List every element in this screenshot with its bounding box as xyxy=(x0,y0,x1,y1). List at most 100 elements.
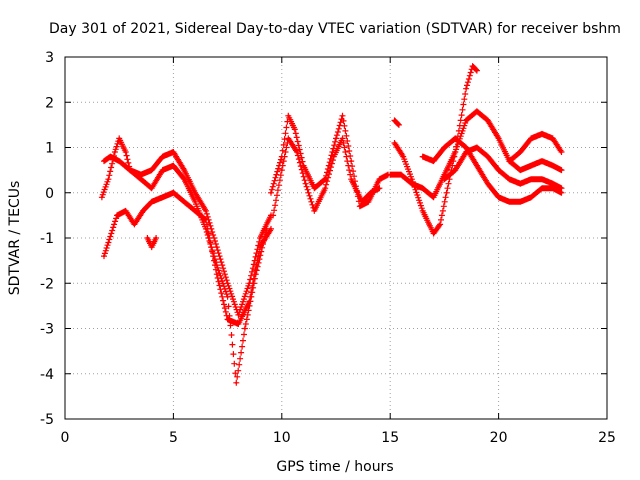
data-point xyxy=(226,282,229,285)
data-point xyxy=(399,173,403,176)
data-point xyxy=(172,150,175,154)
data-point xyxy=(432,159,435,163)
data-point xyxy=(237,313,240,317)
data-point xyxy=(540,159,544,163)
x-tick-label: 0 xyxy=(61,430,70,446)
series-arc-3b xyxy=(144,235,160,251)
data-point xyxy=(393,141,396,145)
data-point xyxy=(378,177,381,181)
data-point xyxy=(443,146,446,149)
x-tick-label: 20 xyxy=(490,430,508,446)
data-point xyxy=(508,177,511,181)
data-point xyxy=(161,196,164,199)
data-point xyxy=(551,182,554,185)
data-point xyxy=(508,159,511,163)
data-point xyxy=(313,209,316,213)
series-arc-10 xyxy=(441,144,565,192)
data-point xyxy=(193,200,197,203)
data-point xyxy=(560,168,563,172)
marker-trace xyxy=(419,135,565,205)
data-point xyxy=(183,177,186,181)
data-point xyxy=(560,150,563,154)
data-point xyxy=(128,168,132,172)
marker-trace xyxy=(391,117,402,128)
data-point xyxy=(497,196,500,199)
data-point xyxy=(367,200,370,203)
data-point xyxy=(410,182,414,185)
y-axis-label: SDTVAR / TECUs xyxy=(7,181,23,296)
data-point xyxy=(486,155,489,158)
data-point xyxy=(172,164,175,167)
y-tick-label: 1 xyxy=(45,141,54,157)
series-arc-6 xyxy=(391,117,402,128)
data-point xyxy=(269,191,273,194)
data-point xyxy=(271,214,275,217)
data-point xyxy=(421,155,424,158)
data-point xyxy=(560,187,563,190)
data-point xyxy=(551,164,554,167)
y-tick-label: 2 xyxy=(45,95,54,111)
data-point xyxy=(237,322,240,326)
y-tick-label: 3 xyxy=(45,50,54,66)
grid xyxy=(65,57,607,419)
data-point xyxy=(454,168,457,172)
data-point xyxy=(161,168,164,172)
data-point xyxy=(139,177,143,181)
data-point xyxy=(183,200,186,203)
data-point xyxy=(341,114,344,118)
data-point xyxy=(258,245,262,249)
data-point xyxy=(150,187,153,190)
data-point xyxy=(226,295,229,299)
data-point xyxy=(464,119,468,122)
data-point xyxy=(193,191,197,194)
data-point xyxy=(287,137,290,140)
data-point xyxy=(107,241,110,244)
data-point xyxy=(124,150,127,154)
data-point xyxy=(248,282,251,285)
y-tick-label: -4 xyxy=(40,367,54,383)
marker-trace xyxy=(387,108,565,201)
data-point xyxy=(421,187,424,190)
series-arc-5 xyxy=(270,135,383,219)
data-point xyxy=(551,187,554,190)
series-arc-3 xyxy=(101,189,274,327)
data-point xyxy=(432,232,435,235)
data-point xyxy=(293,128,297,131)
data-point xyxy=(497,168,500,172)
data-point xyxy=(146,236,149,240)
y-tick-label: -5 xyxy=(40,412,54,428)
data-point xyxy=(150,168,153,172)
data-point xyxy=(124,209,127,213)
data-point xyxy=(349,159,353,163)
data-point xyxy=(497,137,500,140)
data-point xyxy=(349,177,353,181)
data-point xyxy=(464,146,468,149)
data-point xyxy=(150,245,153,249)
data-point xyxy=(443,173,446,176)
data-point xyxy=(551,137,554,140)
y-tick-label: -2 xyxy=(40,276,54,292)
series-arc-8 xyxy=(387,108,565,201)
data-point xyxy=(445,191,448,194)
axis-ticks: 0 5 10 15 20 25 -5 -4 -3 -2 -1 0 1 2 3 xyxy=(40,50,616,446)
data-point xyxy=(389,173,392,176)
data-point xyxy=(464,87,468,90)
data-point xyxy=(265,227,268,231)
data-point xyxy=(269,227,273,231)
data-point xyxy=(402,155,405,158)
data-point xyxy=(109,155,112,158)
data-point xyxy=(304,182,307,185)
data-point xyxy=(341,137,344,140)
data-point xyxy=(540,132,544,136)
x-axis-label: GPS time / hours xyxy=(276,459,393,475)
data-point xyxy=(115,214,119,217)
data-point xyxy=(540,177,544,181)
data-point xyxy=(560,191,563,194)
x-tick-label: 25 xyxy=(598,430,616,446)
data-point xyxy=(118,137,121,140)
data-point xyxy=(529,196,533,199)
x-tick-label: 5 xyxy=(169,430,178,446)
data-point xyxy=(369,191,372,194)
data-point xyxy=(118,159,121,163)
marker-trace xyxy=(506,130,565,165)
